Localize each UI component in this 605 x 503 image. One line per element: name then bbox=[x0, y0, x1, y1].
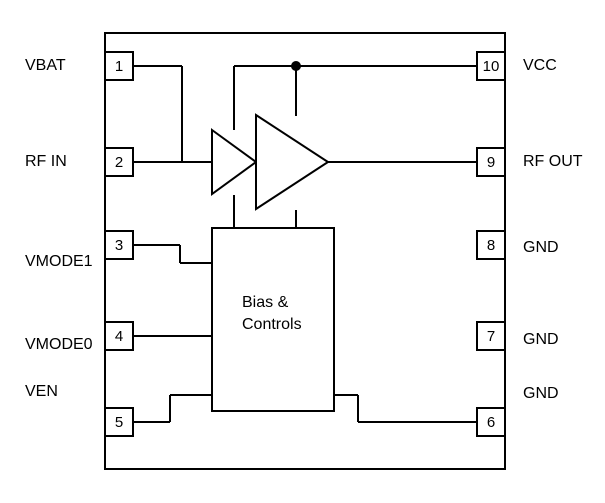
svg-text:7: 7 bbox=[487, 328, 495, 345]
diagram-container: Bias & Controls 1 VBAT 2 RF IN 3 VMODE1 4 VMODE0 5… bbox=[0, 0, 605, 503]
svg-text:VMODE1: VMODE1 bbox=[25, 253, 93, 270]
svg-text:Controls: Controls bbox=[242, 316, 302, 333]
svg-text:4: 4 bbox=[115, 328, 123, 345]
svg-text:VEN: VEN bbox=[25, 383, 58, 400]
svg-text:RF OUT: RF OUT bbox=[523, 153, 583, 170]
svg-text:3: 3 bbox=[115, 237, 123, 254]
block-diagram: Bias & Controls 1 VBAT 2 RF IN 3 VMODE1 4 VMODE0 5… bbox=[0, 0, 605, 503]
svg-text:GND: GND bbox=[523, 239, 559, 256]
svg-text:8: 8 bbox=[487, 237, 495, 254]
svg-text:GND: GND bbox=[523, 331, 559, 348]
svg-text:5: 5 bbox=[115, 414, 123, 431]
svg-text:Bias &: Bias & bbox=[242, 294, 289, 311]
svg-text:VCC: VCC bbox=[523, 57, 557, 74]
svg-text:GND: GND bbox=[523, 385, 559, 402]
svg-text:VBAT: VBAT bbox=[25, 57, 66, 74]
svg-text:2: 2 bbox=[115, 154, 123, 171]
svg-text:RF IN: RF IN bbox=[25, 153, 67, 170]
svg-text:VMODE0: VMODE0 bbox=[25, 336, 93, 353]
svg-text:1: 1 bbox=[115, 58, 123, 75]
svg-text:9: 9 bbox=[487, 154, 495, 171]
svg-text:6: 6 bbox=[487, 414, 495, 431]
svg-text:10: 10 bbox=[483, 58, 500, 75]
